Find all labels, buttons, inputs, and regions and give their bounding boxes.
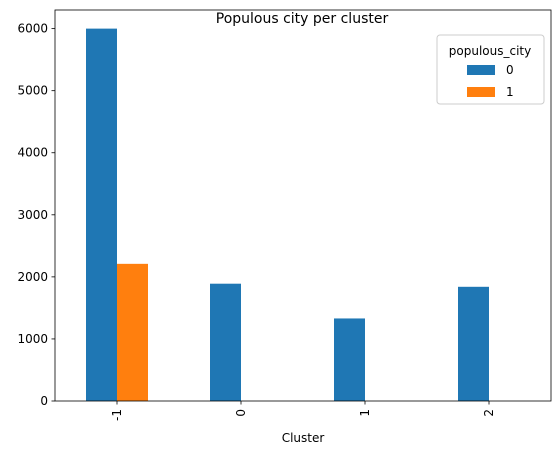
y-tick-label: 0 [40, 394, 48, 408]
legend-label-0: 0 [506, 63, 514, 77]
x-tick-label: 1 [358, 409, 372, 417]
y-tick-label: 1000 [17, 332, 48, 346]
bar-series-0-cat-0 [210, 283, 241, 401]
legend-swatch-0 [467, 65, 495, 75]
y-tick-label: 3000 [17, 208, 48, 222]
x-tick-label: 0 [234, 409, 248, 417]
legend-title: populous_city [449, 44, 531, 58]
chart-title: Populous city per cluster [216, 11, 389, 27]
plot-frame [54, 9, 552, 402]
legend-swatch-1 [467, 87, 495, 97]
bar-series-1-cat--1 [117, 263, 148, 401]
y-tick-label: 4000 [17, 146, 48, 160]
x-axis-label: Cluster [282, 431, 325, 445]
y-tick-label: 6000 [17, 22, 48, 36]
bar-series-0-cat--1 [86, 28, 117, 401]
legend: populous_city 0 1 [436, 34, 545, 105]
x-tick-label: 2 [482, 409, 496, 417]
x-tick-label: -1 [110, 409, 124, 421]
bar-series-0-cat-2 [458, 286, 489, 401]
y-axis: 0 1000 2000 3000 4000 5000 6000 [17, 22, 55, 408]
x-axis: -1 0 1 2 [110, 401, 496, 421]
y-tick-label: 2000 [17, 270, 48, 284]
bars-group [86, 28, 489, 401]
bar-series-0-cat-1 [334, 318, 365, 401]
y-tick-label: 5000 [17, 84, 48, 98]
legend-label-1: 1 [506, 85, 514, 99]
